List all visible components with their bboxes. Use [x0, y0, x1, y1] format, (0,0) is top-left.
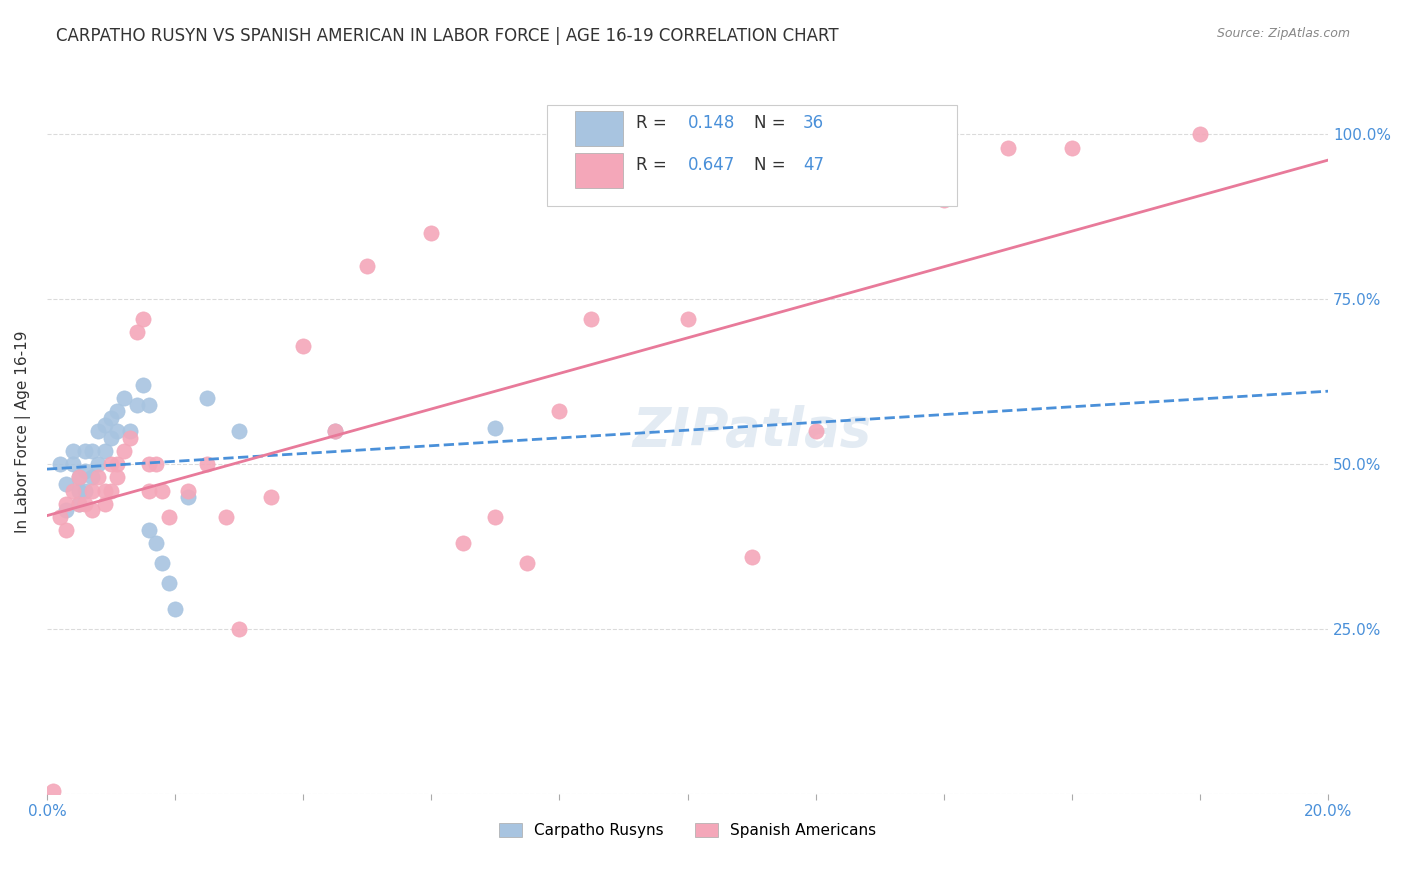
Point [177, 490, 200, 504]
Text: R =: R = [637, 156, 672, 174]
Point [55, 523, 77, 537]
Point [75, 483, 97, 498]
Point [138, 483, 160, 498]
Point [356, 260, 378, 274]
Point [62, 444, 84, 458]
Point [195, 392, 218, 406]
Point [67, 497, 90, 511]
Point [80, 503, 103, 517]
Point [1189, 128, 1212, 142]
FancyBboxPatch shape [575, 112, 623, 146]
Point [581, 312, 603, 326]
Point [112, 392, 135, 406]
Point [100, 457, 122, 471]
Point [195, 457, 218, 471]
Point [453, 536, 475, 550]
Point [93, 483, 115, 498]
Point [548, 404, 571, 418]
Point [997, 141, 1019, 155]
Point [228, 424, 250, 438]
Point [42, 783, 65, 797]
Text: 36: 36 [803, 114, 824, 132]
Point [484, 421, 506, 435]
Point [292, 338, 315, 352]
Point [145, 457, 167, 471]
Point [260, 490, 283, 504]
Point [55, 497, 77, 511]
Text: 0.647: 0.647 [688, 156, 735, 174]
FancyBboxPatch shape [575, 153, 623, 188]
Point [932, 194, 955, 208]
Legend: Carpatho Rusyns, Spanish Americans: Carpatho Rusyns, Spanish Americans [494, 817, 882, 845]
Point [157, 510, 180, 524]
Text: ZIPatlas: ZIPatlas [633, 405, 872, 458]
Point [107, 457, 129, 471]
Point [484, 510, 506, 524]
Point [75, 497, 97, 511]
Point [93, 417, 115, 432]
Point [62, 483, 84, 498]
Point [516, 556, 538, 570]
Point [125, 326, 148, 340]
Point [100, 431, 122, 445]
Point [87, 470, 110, 484]
Point [120, 431, 142, 445]
Point [228, 622, 250, 636]
Point [165, 602, 187, 616]
Point [100, 411, 122, 425]
Point [138, 398, 160, 412]
Point [138, 457, 160, 471]
Point [93, 444, 115, 458]
Point [177, 483, 200, 498]
Point [107, 470, 129, 484]
Point [107, 424, 129, 438]
Point [80, 470, 103, 484]
Text: N =: N = [754, 156, 792, 174]
Point [145, 536, 167, 550]
Point [132, 378, 155, 392]
Point [150, 556, 173, 570]
Point [741, 549, 763, 564]
Text: R =: R = [637, 114, 672, 132]
Point [87, 424, 110, 438]
Point [120, 424, 142, 438]
Text: 0.148: 0.148 [688, 114, 735, 132]
Point [138, 523, 160, 537]
Text: N =: N = [754, 114, 792, 132]
Y-axis label: In Labor Force | Age 16-19: In Labor Force | Age 16-19 [15, 330, 31, 533]
Point [67, 470, 90, 484]
Point [49, 510, 72, 524]
Text: 47: 47 [803, 156, 824, 174]
Point [323, 424, 346, 438]
Point [112, 444, 135, 458]
Point [49, 457, 72, 471]
Point [67, 483, 90, 498]
Point [75, 464, 97, 478]
Point [55, 503, 77, 517]
Point [1060, 141, 1083, 155]
Point [157, 576, 180, 591]
Point [67, 497, 90, 511]
Point [100, 483, 122, 498]
Point [125, 398, 148, 412]
Point [93, 497, 115, 511]
Point [804, 424, 827, 438]
Point [215, 510, 238, 524]
Text: Source: ZipAtlas.com: Source: ZipAtlas.com [1216, 27, 1350, 40]
Point [132, 312, 155, 326]
Point [676, 312, 699, 326]
Point [420, 227, 443, 241]
Point [87, 457, 110, 471]
Point [107, 404, 129, 418]
Point [75, 444, 97, 458]
FancyBboxPatch shape [547, 104, 956, 206]
Point [323, 424, 346, 438]
Point [80, 444, 103, 458]
Point [80, 483, 103, 498]
Point [55, 477, 77, 491]
Text: CARPATHO RUSYN VS SPANISH AMERICAN IN LABOR FORCE | AGE 16-19 CORRELATION CHART: CARPATHO RUSYN VS SPANISH AMERICAN IN LA… [56, 27, 839, 45]
Point [150, 483, 173, 498]
Point [62, 457, 84, 471]
Point [67, 470, 90, 484]
